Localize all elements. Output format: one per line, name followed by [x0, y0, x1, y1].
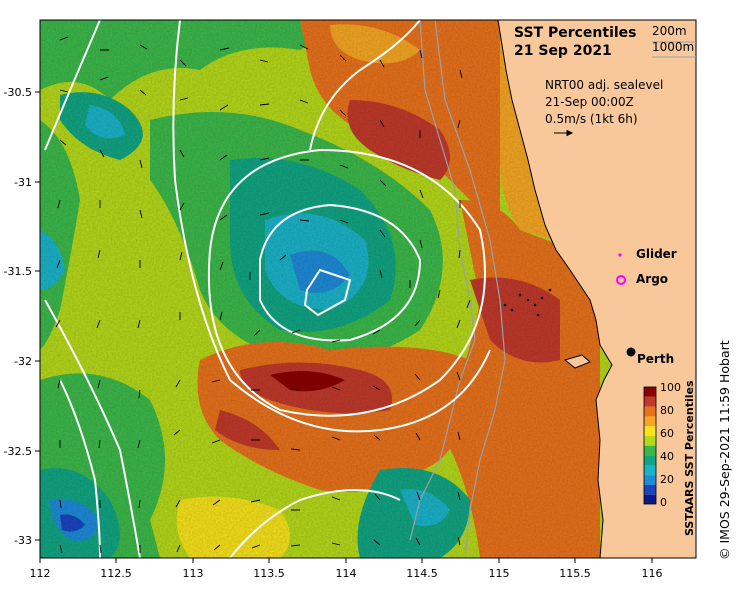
y-tick: -31.5 [4, 265, 32, 278]
x-axis-ticks: 112 112.5 113 113.5 114 114.5 115 115.5 … [30, 567, 663, 580]
scale-arrow [554, 129, 574, 137]
y-tick: -32.5 [4, 445, 32, 458]
argo-label: Argo [636, 272, 669, 286]
x-tick: 116 [642, 567, 663, 580]
sst-field [40, 20, 696, 558]
colorbar-tick: 100 [660, 381, 681, 394]
x-tick: 113.5 [253, 567, 285, 580]
colorbar-tick: 40 [660, 450, 674, 463]
credit-text: © IMOS 29-Sep-2021 11:59 Hobart [717, 340, 732, 560]
x-tick: 115 [489, 567, 510, 580]
colorbar-tick: 80 [660, 404, 674, 417]
x-tick: 112 [30, 567, 51, 580]
map-date: 21 Sep 2021 [514, 43, 612, 59]
y-tick: -33 [14, 534, 32, 547]
sealevel-product: NRT00 adj. sealevel [545, 78, 664, 92]
y-axis-ticks: -30.5 -31 -31.5 -32 -32.5 -33 [4, 86, 32, 547]
perth-marker [626, 347, 636, 357]
perth-label: Perth [637, 352, 675, 366]
sealevel-time: 21-Sep 00:00Z [545, 95, 634, 109]
y-tick: -31 [14, 176, 32, 189]
y-tick: -32 [14, 355, 32, 368]
y-tick: -30.5 [4, 86, 32, 99]
x-tick: 114.5 [406, 567, 438, 580]
x-tick: 115.5 [559, 567, 591, 580]
colorbar-label: SSTAARS SST Percentiles [683, 380, 696, 537]
map-title: SST Percentiles [514, 25, 637, 41]
colorbar-tick: 20 [660, 473, 674, 486]
velocity-scale: 0.5m/s (1kt 6h) [545, 112, 638, 126]
colorbar-tick: 0 [660, 496, 667, 509]
colorbar [643, 386, 657, 505]
contour-1000-label: 1000m [652, 40, 695, 54]
argo-marker [616, 275, 626, 285]
x-tick: 113 [183, 567, 204, 580]
contour-200-label: 200m [652, 24, 687, 38]
x-tick: 112.5 [100, 567, 132, 580]
colorbar-tick: 60 [660, 427, 674, 440]
glider-label: Glider [636, 247, 677, 261]
x-tick: 114 [336, 567, 357, 580]
glider-marker [618, 253, 622, 257]
